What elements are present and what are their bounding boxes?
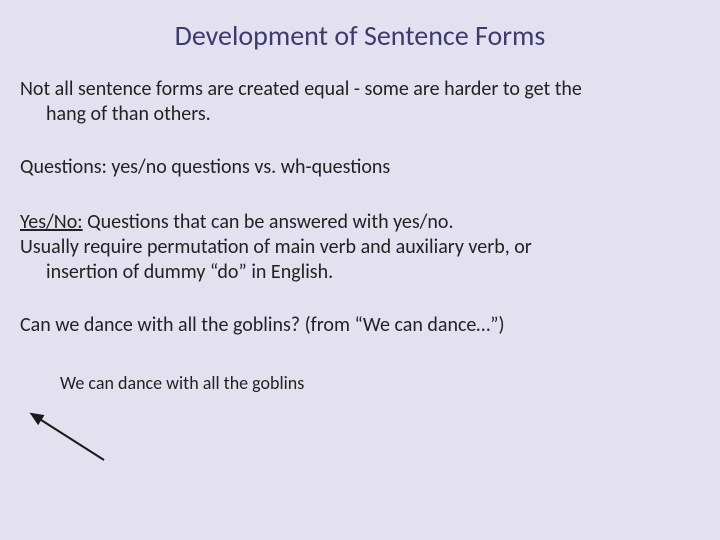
yesno-rest: Questions that can be answered with yes/…: [83, 210, 454, 234]
intro-line-1: Not all sentence forms are created equal…: [20, 77, 582, 101]
slide-title: Development of Sentence Forms: [20, 18, 700, 53]
yesno-line-2: Usually require permutation of main verb…: [20, 235, 532, 259]
yesno-paragraph: Yes/No: Questions that can be answered w…: [20, 210, 700, 285]
sub-line: We can dance with all the goblins: [20, 372, 700, 395]
yesno-label: Yes/No:: [20, 210, 83, 234]
intro-paragraph: Not all sentence forms are created equal…: [20, 77, 700, 127]
questions-line: Questions: yes/no questions vs. wh-quest…: [20, 155, 700, 180]
intro-line-2: hang of than others.: [20, 102, 700, 127]
slide: Development of Sentence Forms Not all se…: [0, 0, 720, 540]
example-line: Can we dance with all the goblins? (from…: [20, 313, 700, 338]
slide-body: Not all sentence forms are created equal…: [20, 77, 700, 395]
yesno-line-3: insertion of dummy “do” in English.: [20, 260, 700, 285]
